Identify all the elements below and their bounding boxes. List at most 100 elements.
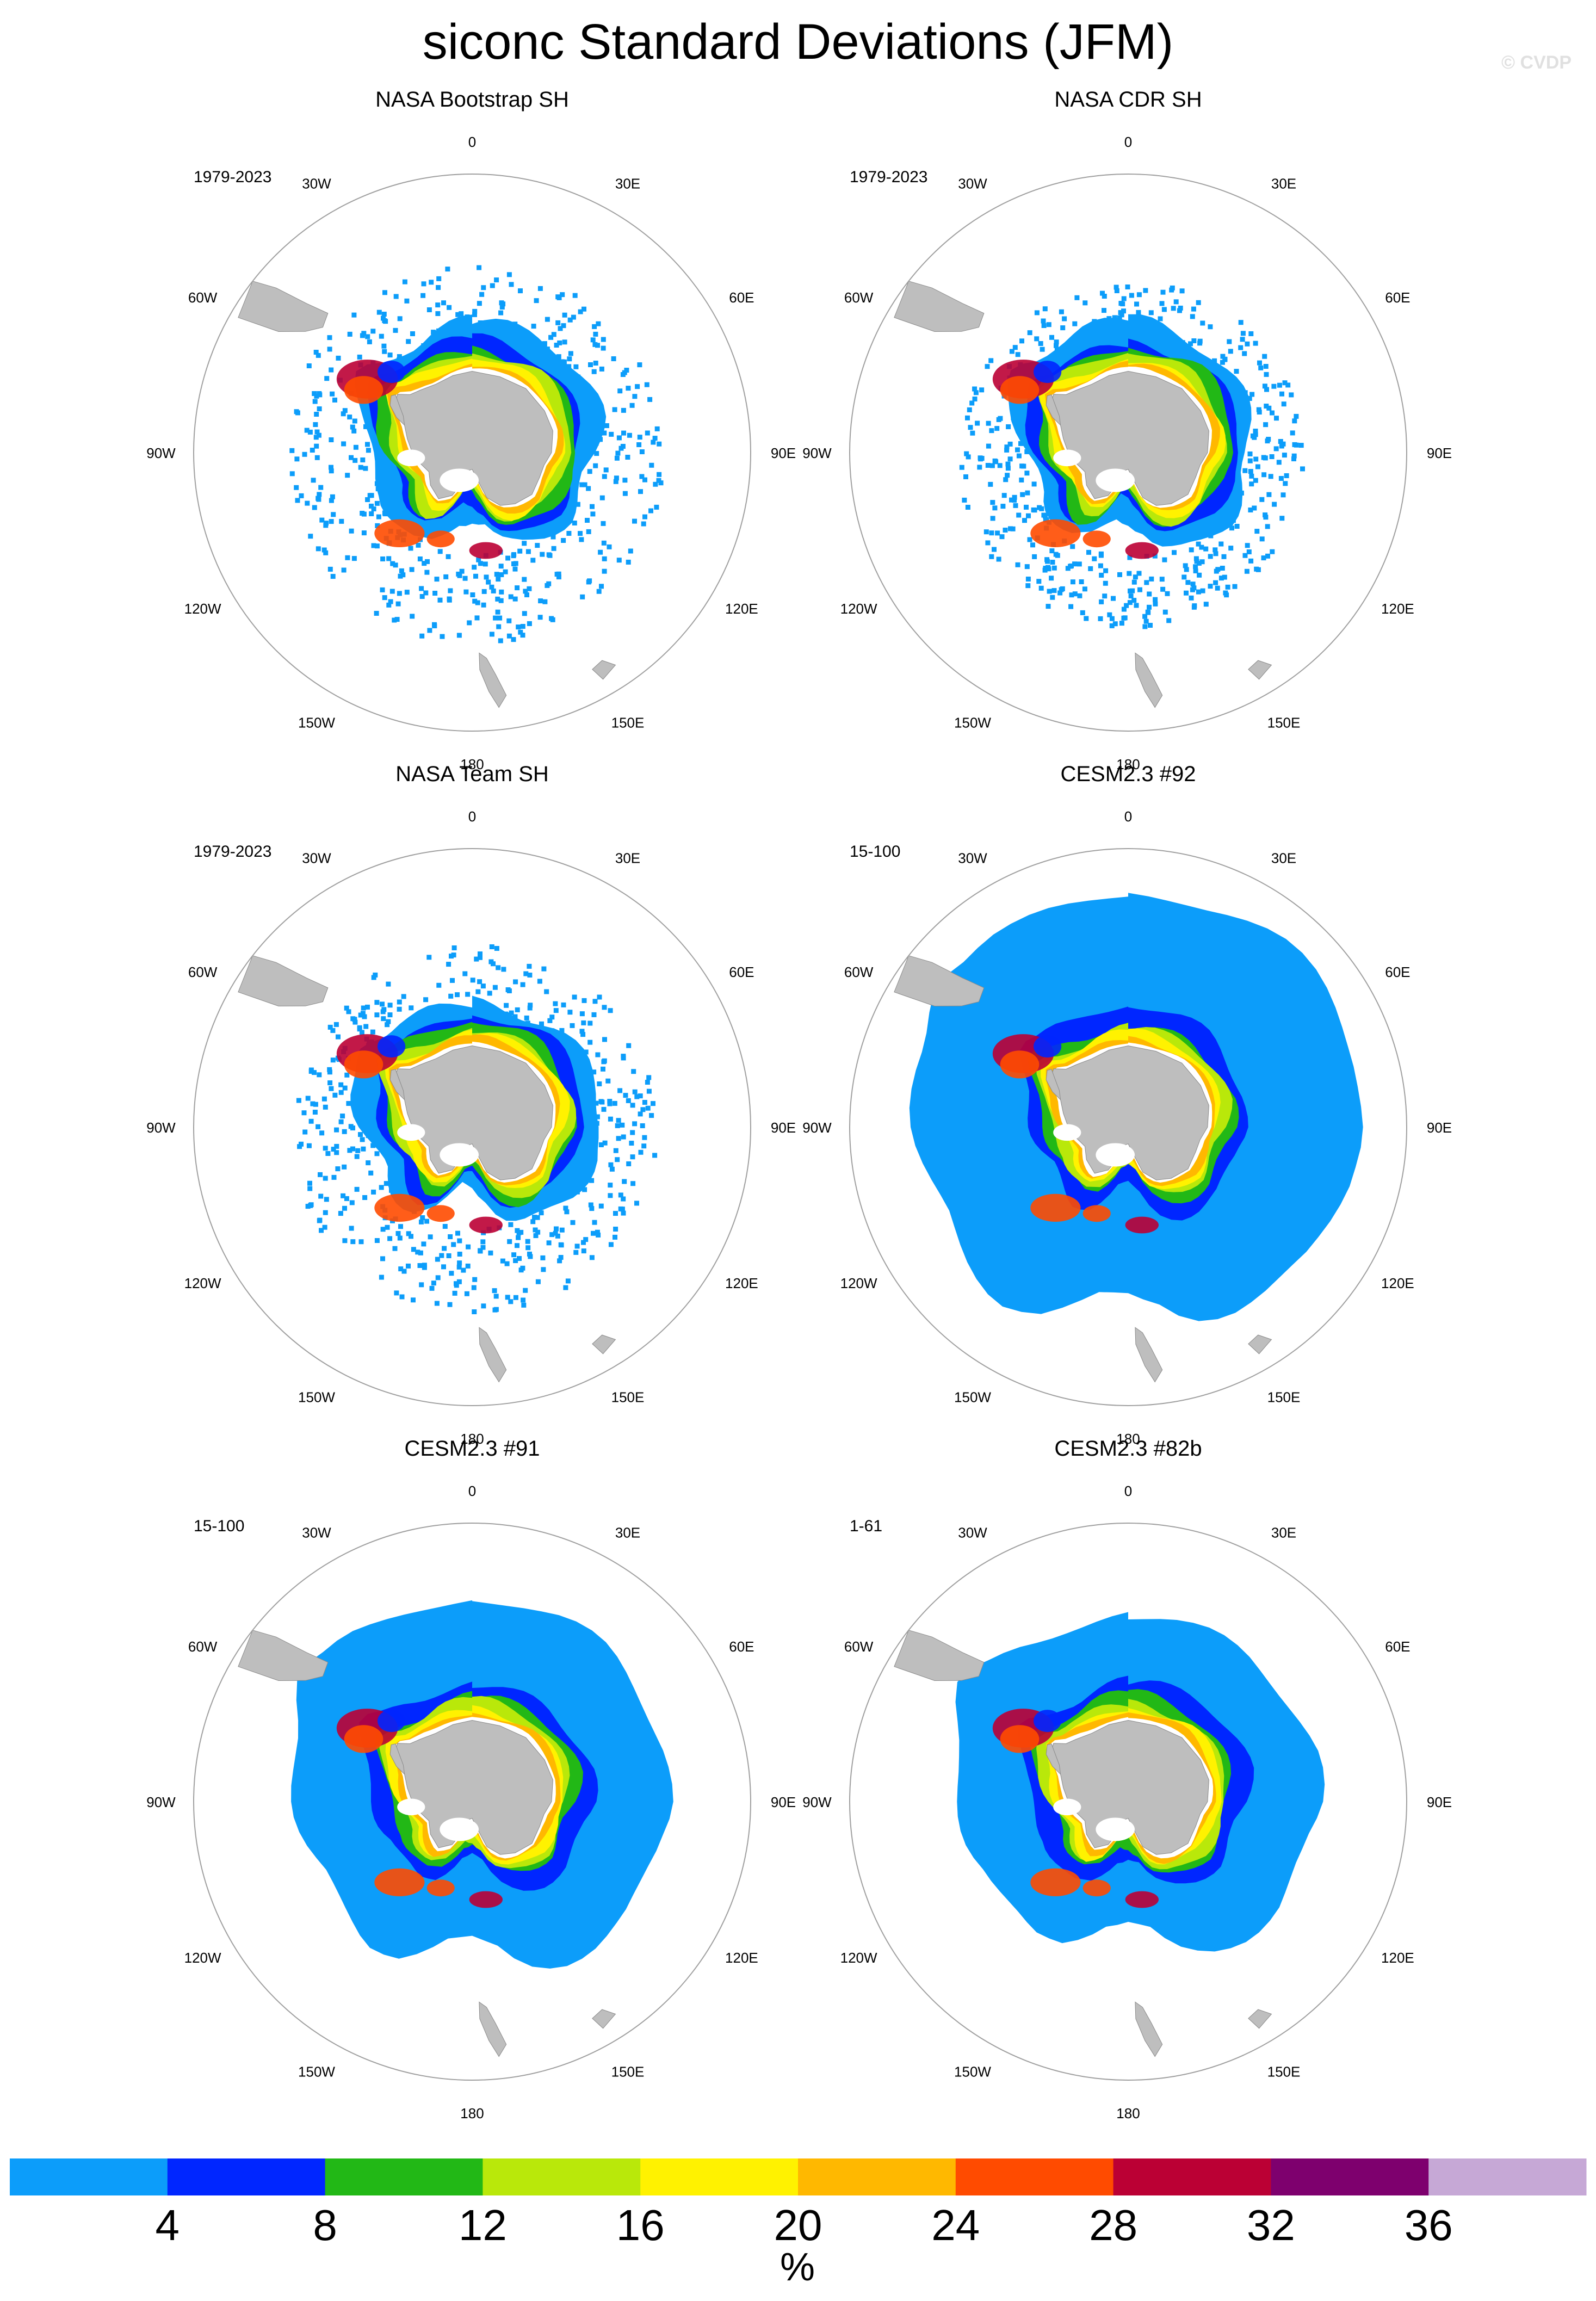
ice-speckle — [549, 1232, 555, 1238]
ice-speckle — [599, 584, 604, 589]
ice-speckle — [329, 437, 334, 442]
longitude-label: 120W — [840, 1275, 877, 1291]
ice-speckle — [313, 1102, 318, 1107]
ice-speckle — [995, 530, 1000, 536]
ice-speckle — [595, 1229, 600, 1235]
ice-speckle — [472, 308, 478, 314]
ice-speckle — [522, 541, 527, 546]
ice-speckle — [1050, 560, 1055, 565]
ice-speckle — [389, 589, 395, 594]
ice-speckle — [493, 615, 498, 621]
ice-speckle — [363, 424, 368, 429]
ice-speckle — [607, 1099, 613, 1104]
ice-speckle — [351, 428, 357, 434]
ice-speckle — [626, 1161, 632, 1166]
ice-speckle — [601, 337, 606, 342]
ice-speckle — [321, 547, 327, 553]
ice-speckle — [559, 1028, 565, 1033]
longitude-label: 120E — [725, 1950, 758, 1966]
ice-speckle — [1007, 456, 1013, 462]
ice-speckle — [542, 341, 547, 347]
ice-speckle — [523, 589, 528, 594]
ice-speckle — [524, 592, 529, 597]
ice-speckle — [499, 305, 505, 310]
ice-speckle — [1289, 392, 1294, 398]
map-panel: CESM2.3 #92 15-100 0 30E 60E 90E 120E 150E 180 15… — [802, 762, 1452, 1447]
longitude-label: 90E — [1427, 1794, 1452, 1810]
ice-speckle — [590, 511, 596, 517]
ice-speckle — [1248, 469, 1253, 474]
ice-speckle — [1114, 284, 1119, 290]
ice-speckle — [419, 594, 425, 599]
ice-speckle — [381, 343, 387, 349]
ice-speckle — [598, 1142, 604, 1147]
ice-speckle — [336, 1034, 341, 1040]
ice-speckle — [545, 317, 550, 322]
ice-speckle — [613, 479, 618, 484]
ice-speckle — [601, 521, 606, 526]
ice-speckle — [1196, 300, 1201, 305]
ice-speckle — [535, 1229, 541, 1235]
ice-speckle — [399, 568, 404, 573]
ice-speckle — [492, 985, 498, 990]
ice-speckle — [1027, 537, 1032, 542]
ice-speckle — [985, 463, 991, 468]
ice-speckle — [509, 282, 514, 287]
colorbar-tick-label: 36 — [1405, 2201, 1453, 2249]
ice-speckle — [608, 1116, 613, 1122]
ice-sd-hotspot — [1082, 1205, 1111, 1222]
longitude-label: 90E — [1427, 445, 1452, 461]
ice-speckle — [380, 1009, 386, 1015]
ice-speckle — [1189, 547, 1194, 553]
colorbar-tick-label: 20 — [774, 2201, 822, 2249]
ice-speckle — [989, 530, 994, 536]
ice-sd-hotspot — [469, 1891, 503, 1908]
ice-speckle — [639, 449, 645, 454]
ice-speckle — [361, 1005, 366, 1011]
ice-speckle — [593, 331, 598, 337]
ice-speckle — [572, 521, 577, 525]
ice-speckle — [387, 1012, 393, 1018]
ice-speckle — [1259, 536, 1265, 542]
colorbar-swatch — [167, 2158, 326, 2195]
ice-speckle — [965, 415, 970, 420]
ice-speckle — [527, 1005, 533, 1011]
ice-speckle — [323, 1176, 328, 1181]
ice-speckle — [1279, 516, 1285, 521]
ice-speckle — [311, 478, 316, 483]
ice-speckle — [409, 567, 415, 572]
ice-speckle — [435, 1275, 441, 1281]
longitude-label: 180 — [1116, 1431, 1140, 1447]
panel-title: CESM2.3 #82b — [1054, 1437, 1202, 1461]
ice-speckle — [594, 451, 599, 456]
colorbar-tick-label: 4 — [156, 2201, 180, 2249]
ice-speckle — [1191, 585, 1197, 591]
ice-speckle — [1007, 441, 1013, 447]
ice-speckle — [347, 331, 352, 337]
ice-speckle — [1291, 456, 1296, 461]
ice-speckle — [360, 457, 366, 462]
ice-speckle — [422, 1263, 427, 1268]
ice-speckle — [1261, 472, 1267, 478]
south-america-land — [894, 1630, 985, 1681]
ice-speckle — [323, 1146, 328, 1151]
ice-speckle — [313, 435, 319, 440]
peninsula-land — [389, 394, 405, 426]
ice-speckle — [1109, 623, 1115, 628]
ice-speckle — [567, 317, 573, 323]
longitude-label: 30E — [1271, 176, 1296, 192]
south-america-land — [238, 281, 329, 332]
ice-speckle — [1262, 354, 1267, 359]
ice-speckle — [1284, 473, 1289, 478]
ice-speckle — [648, 508, 653, 514]
ice-speckle — [1248, 558, 1254, 564]
ice-speckle — [363, 1024, 369, 1029]
ice-speckle — [596, 321, 601, 326]
ice-speckle — [616, 1136, 621, 1141]
ice-speckle — [1232, 584, 1238, 589]
ice-speckle — [380, 587, 385, 592]
ice-sd-hotspot — [374, 1193, 425, 1222]
ice-speckle — [657, 472, 662, 477]
ice-speckle — [601, 1106, 607, 1112]
ice-speckle — [397, 316, 403, 321]
